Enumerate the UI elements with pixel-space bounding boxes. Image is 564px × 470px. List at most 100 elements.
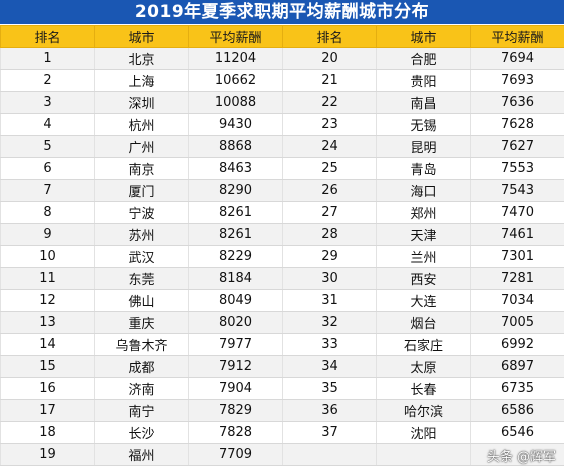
left-city-cell: 东莞 — [94, 267, 189, 290]
left-city-cell: 乌鲁木齐 — [94, 333, 189, 356]
table-row: 10 武汉 8229 29 兰州 7301 — [0, 245, 564, 268]
right-salary-cell: 6897 — [470, 355, 564, 378]
table-row: 7 厦门 8290 26 海口 7543 — [0, 179, 564, 202]
left-city-cell: 成都 — [94, 355, 189, 378]
left-salary-cell: 7912 — [188, 355, 283, 378]
left-salary-cell: 8261 — [188, 223, 283, 246]
right-city-cell — [376, 443, 471, 466]
left-city-cell: 上海 — [94, 69, 189, 92]
right-rank-cell: 35 — [282, 377, 377, 400]
right-rank-cell: 37 — [282, 421, 377, 444]
right-rank-cell: 24 — [282, 135, 377, 158]
right-rank-cell: 29 — [282, 245, 377, 268]
right-city-cell: 太原 — [376, 355, 471, 378]
left-salary-cell: 8049 — [188, 289, 283, 312]
table-row: 3 深圳 10088 22 南昌 7636 — [0, 91, 564, 114]
left-salary-cell: 8290 — [188, 179, 283, 202]
table-row: 17 南宁 7829 36 哈尔滨 6586 — [0, 399, 564, 422]
left-rank-cell: 14 — [0, 333, 95, 356]
left-city-cell: 厦门 — [94, 179, 189, 202]
header-city-left: 城市 — [94, 25, 189, 48]
right-rank-cell: 32 — [282, 311, 377, 334]
left-rank-cell: 6 — [0, 157, 95, 180]
left-salary-cell: 8020 — [188, 311, 283, 334]
table-row: 1 北京 11204 20 合肥 7694 — [0, 47, 564, 70]
right-salary-cell: 7301 — [470, 245, 564, 268]
watermark: 头条 @辉军 — [486, 450, 556, 465]
right-salary-cell — [470, 443, 564, 466]
left-rank-cell: 17 — [0, 399, 95, 422]
right-salary-cell: 6992 — [470, 333, 564, 356]
left-city-cell: 北京 — [94, 47, 189, 70]
salary-table: 排名 城市 平均薪酬 排名 城市 平均薪酬 1 北京 11204 20 合肥 7694 2 上… — [0, 25, 564, 466]
header-salary-left: 平均薪酬 — [188, 25, 283, 48]
right-city-cell: 石家庄 — [376, 333, 471, 356]
right-salary-cell: 7693 — [470, 69, 564, 92]
left-rank-cell: 15 — [0, 355, 95, 378]
left-salary-cell: 8184 — [188, 267, 283, 290]
right-rank-cell: 23 — [282, 113, 377, 136]
right-salary-cell: 7627 — [470, 135, 564, 158]
left-salary-cell: 9430 — [188, 113, 283, 136]
right-rank-cell: 21 — [282, 69, 377, 92]
right-city-cell: 昆明 — [376, 135, 471, 158]
left-city-cell: 南宁 — [94, 399, 189, 422]
header-rank-right: 排名 — [282, 25, 377, 48]
right-rank-cell: 31 — [282, 289, 377, 312]
left-city-cell: 南京 — [94, 157, 189, 180]
left-rank-cell: 13 — [0, 311, 95, 334]
left-city-cell: 重庆 — [94, 311, 189, 334]
table-row: 15 成都 7912 34 太原 6897 — [0, 355, 564, 378]
left-salary-cell: 8229 — [188, 245, 283, 268]
table-row: 4 杭州 9430 23 无锡 7628 — [0, 113, 564, 136]
table-row: 5 广州 8868 24 昆明 7627 — [0, 135, 564, 158]
table-row: 18 长沙 7828 37 沈阳 6546 — [0, 421, 564, 444]
left-city-cell: 深圳 — [94, 91, 189, 114]
right-salary-cell: 7628 — [470, 113, 564, 136]
right-rank-cell: 22 — [282, 91, 377, 114]
left-city-cell: 宁波 — [94, 201, 189, 224]
table-row: 16 济南 7904 35 长春 6735 — [0, 377, 564, 400]
left-rank-cell: 4 — [0, 113, 95, 136]
header-rank-left: 排名 — [0, 25, 95, 48]
left-rank-cell: 18 — [0, 421, 95, 444]
right-salary-cell: 7694 — [470, 47, 564, 70]
right-rank-cell: 36 — [282, 399, 377, 422]
right-city-cell: 无锡 — [376, 113, 471, 136]
left-city-cell: 杭州 — [94, 113, 189, 136]
left-salary-cell: 11204 — [188, 47, 283, 70]
right-salary-cell: 7005 — [470, 311, 564, 334]
left-rank-cell: 3 — [0, 91, 95, 114]
right-salary-cell: 7636 — [470, 91, 564, 114]
right-rank-cell: 25 — [282, 157, 377, 180]
left-rank-cell: 2 — [0, 69, 95, 92]
right-salary-cell: 7281 — [470, 267, 564, 290]
right-city-cell: 西安 — [376, 267, 471, 290]
left-salary-cell: 8261 — [188, 201, 283, 224]
page-title: 2019年夏季求职期平均薪酬城市分布 — [0, 0, 564, 24]
left-salary-cell: 10088 — [188, 91, 283, 114]
left-rank-cell: 9 — [0, 223, 95, 246]
right-salary-cell: 7470 — [470, 201, 564, 224]
right-city-cell: 合肥 — [376, 47, 471, 70]
right-salary-cell: 7034 — [470, 289, 564, 312]
left-rank-cell: 7 — [0, 179, 95, 202]
left-salary-cell: 7709 — [188, 443, 283, 466]
table-row: 12 佛山 8049 31 大连 7034 — [0, 289, 564, 312]
right-city-cell: 海口 — [376, 179, 471, 202]
left-salary-cell: 10662 — [188, 69, 283, 92]
table-row: 8 宁波 8261 27 郑州 7470 — [0, 201, 564, 224]
table-row: 13 重庆 8020 32 烟台 7005 — [0, 311, 564, 334]
right-city-cell: 烟台 — [376, 311, 471, 334]
left-salary-cell: 7828 — [188, 421, 283, 444]
right-rank-cell — [282, 443, 377, 466]
right-salary-cell: 6735 — [470, 377, 564, 400]
right-rank-cell: 20 — [282, 47, 377, 70]
right-salary-cell: 6586 — [470, 399, 564, 422]
left-city-cell: 广州 — [94, 135, 189, 158]
left-rank-cell: 8 — [0, 201, 95, 224]
right-city-cell: 青岛 — [376, 157, 471, 180]
left-salary-cell: 7977 — [188, 333, 283, 356]
right-rank-cell: 30 — [282, 267, 377, 290]
right-city-cell: 南昌 — [376, 91, 471, 114]
